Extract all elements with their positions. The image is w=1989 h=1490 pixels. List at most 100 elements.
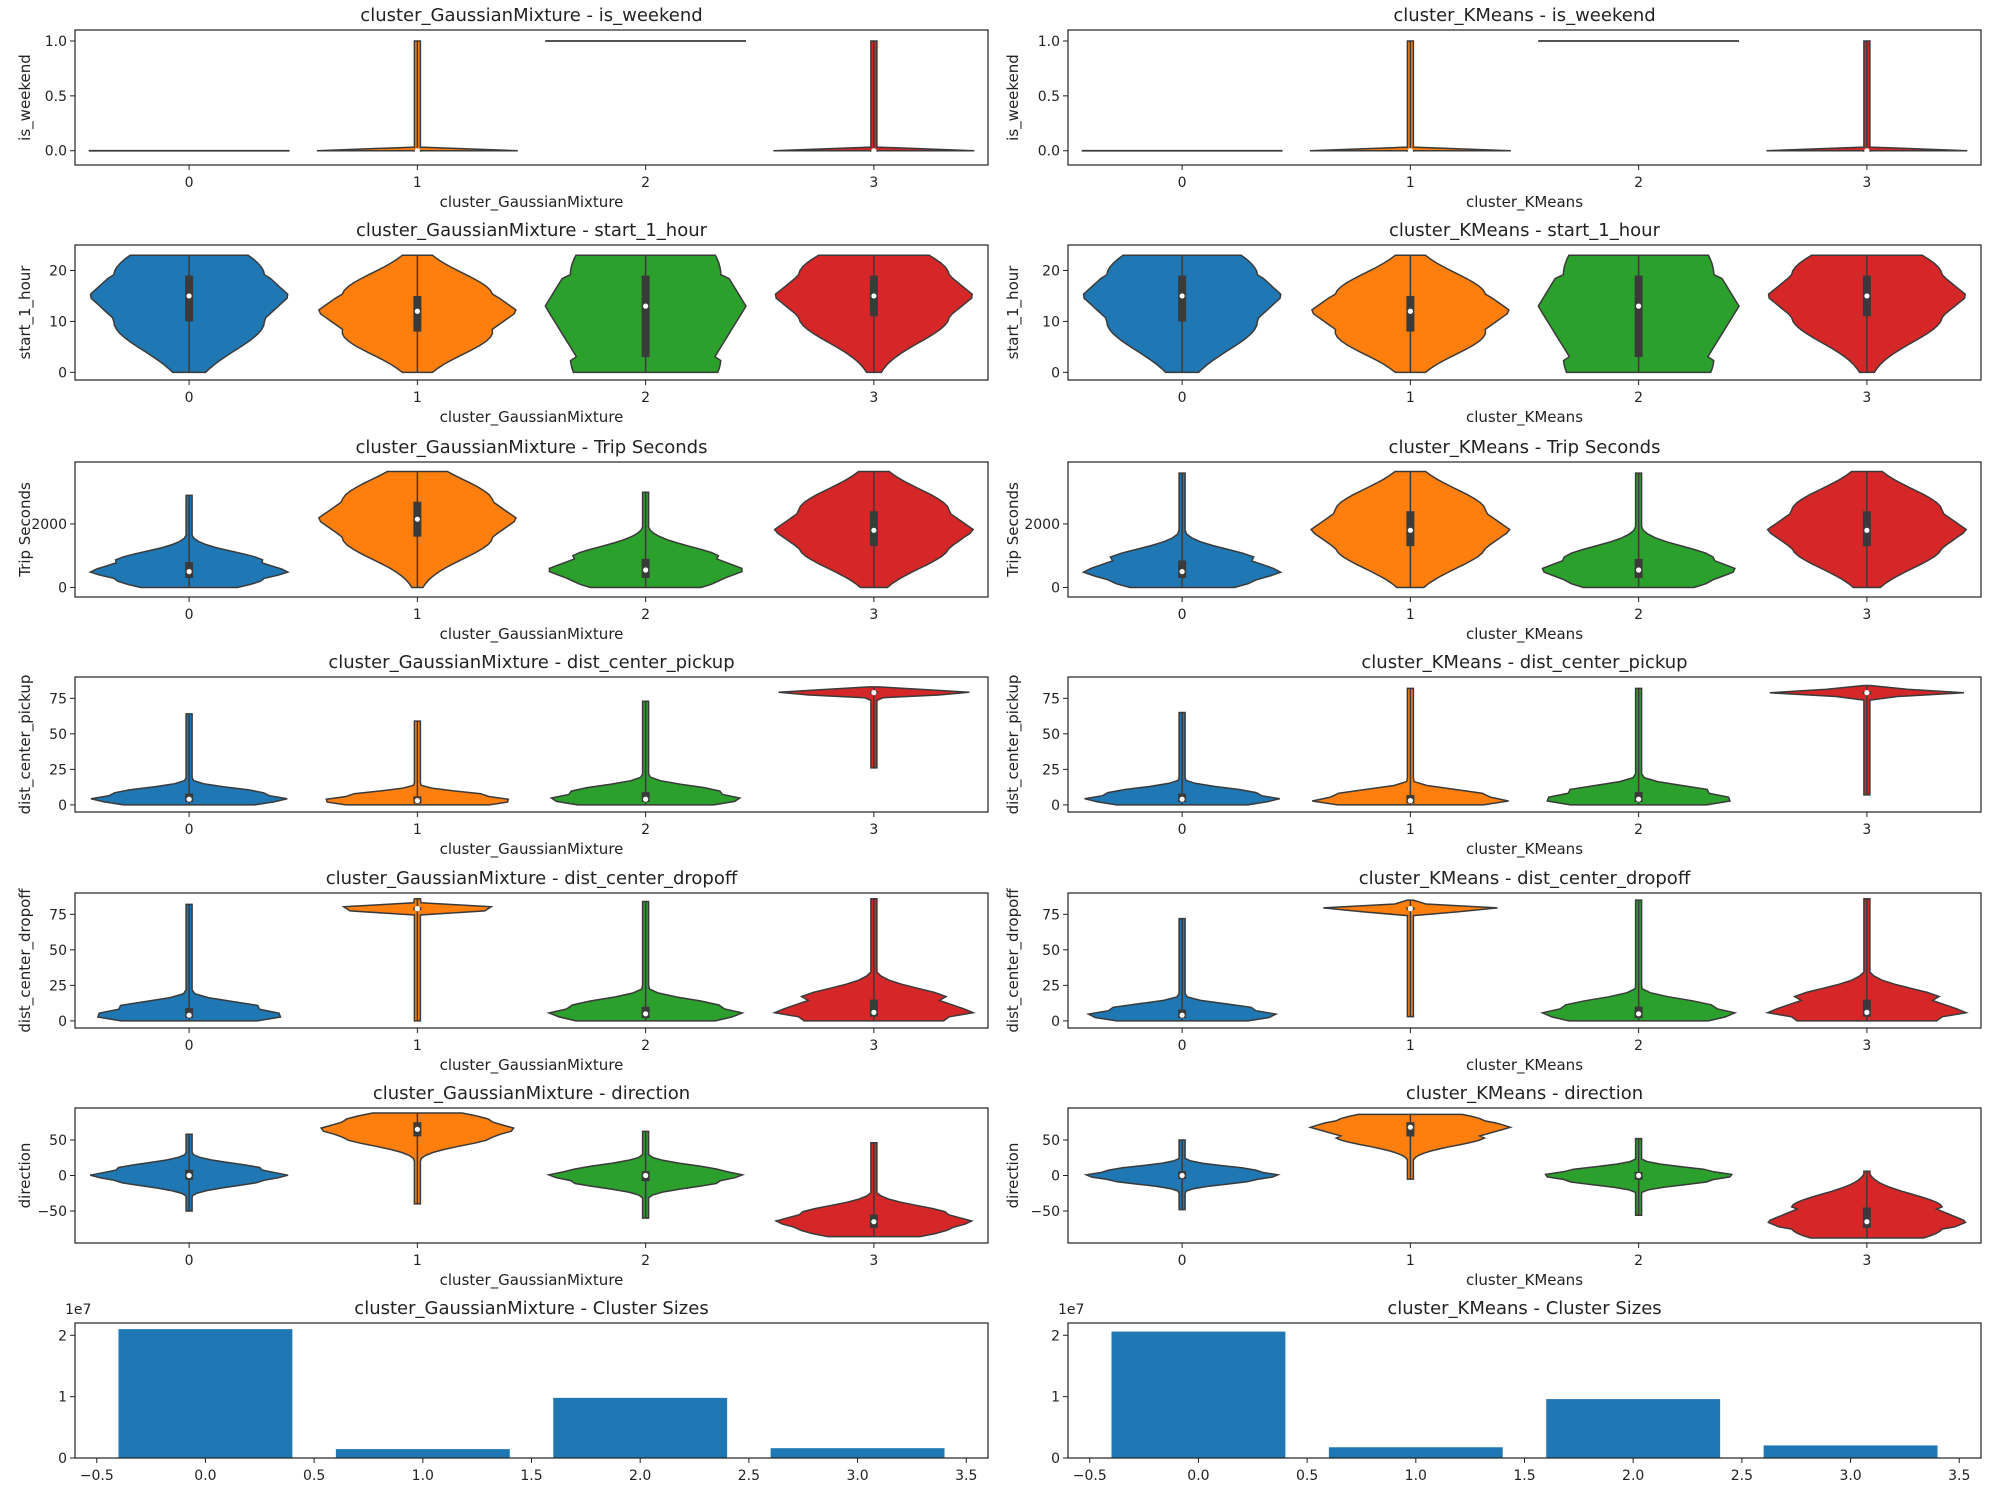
y-tick-label: 0.5 <box>1038 89 1060 105</box>
y-tick-label: 0 <box>1051 1451 1060 1467</box>
violin-median-point <box>1636 303 1642 309</box>
subplot-13: cluster_GaussianMixture - Cluster Sizes 0… <box>58 1298 989 1484</box>
y-tick-label: 75 <box>49 907 67 923</box>
x-axis-label: cluster_GaussianMixture <box>440 193 624 212</box>
y-tick-label: −50 <box>37 1204 67 1220</box>
violin-median-point <box>871 293 877 299</box>
violin-median-point <box>186 1172 192 1179</box>
y-tick-label: 20 <box>1042 263 1060 279</box>
violin-median-point <box>1636 567 1642 573</box>
x-axis-label: cluster_KMeans <box>1466 625 1583 644</box>
x-tick-label: 0 <box>1178 1038 1187 1054</box>
y-tick-label: 50 <box>49 1133 67 1149</box>
y-tick-label: −50 <box>1030 1204 1060 1220</box>
violin-median-point <box>643 303 649 309</box>
y-tick-label: 1 <box>1051 1390 1060 1406</box>
subplot-title: cluster_KMeans - direction <box>1406 1083 1643 1104</box>
x-axis-label: cluster_GaussianMixture <box>440 1056 624 1075</box>
y-tick-label: 75 <box>1042 907 1060 923</box>
subplot-title: cluster_KMeans - dist_center_pickup <box>1361 652 1687 673</box>
x-tick-label: 0 <box>1178 1253 1187 1269</box>
x-tick-label: 3 <box>869 390 878 406</box>
subplot-11: cluster_GaussianMixture - direction −50 0 5… <box>16 1083 989 1290</box>
y-tick-label: 0 <box>58 1169 67 1185</box>
plot-frame <box>74 244 989 381</box>
subplot-10: cluster_KMeans - dist_center_dropoff 0 25 5… <box>1004 868 1982 1075</box>
x-tick-label: 3 <box>869 1253 878 1269</box>
violin-median-point <box>871 690 877 696</box>
x-axis-label: cluster_GaussianMixture <box>440 1271 624 1290</box>
x-tick-label: 3 <box>869 607 878 623</box>
plot-frame <box>1067 1322 1982 1459</box>
x-tick-label: 1 <box>413 1253 422 1269</box>
plot-frame <box>74 892 989 1029</box>
x-tick-label: 1 <box>413 607 422 623</box>
y-tick-label: 2000 <box>1024 517 1060 533</box>
subplot-4: cluster_KMeans - start_1_hour01020start_… <box>1004 220 1982 427</box>
y-tick-label: 75 <box>49 691 67 707</box>
y-axis-label: start_1_hour <box>16 265 35 360</box>
plot-frame <box>74 1322 989 1459</box>
y-tick-label: 0 <box>58 365 67 381</box>
subplot-title: cluster_KMeans - Cluster Sizes <box>1387 1298 1661 1319</box>
x-tick-label: 1 <box>413 175 422 191</box>
y-tick-label: 10 <box>49 314 67 330</box>
y-axis-label: direction <box>16 1143 34 1209</box>
x-tick-label: 2.5 <box>1731 1468 1753 1484</box>
bar-cluster-0 <box>1111 1331 1286 1458</box>
x-axis-label: cluster_KMeans <box>1466 1271 1583 1290</box>
subplot-title: cluster_KMeans - is_weekend <box>1393 5 1655 26</box>
x-tick-label: 1.5 <box>1513 1468 1535 1484</box>
y-axis-label: is_weekend <box>1004 54 1023 141</box>
x-axis-label: cluster_KMeans <box>1466 193 1583 212</box>
y-axis-label: dist_center_dropoff <box>16 888 35 1033</box>
violin-iqr-box <box>1862 999 1871 1017</box>
violin-median-point <box>414 308 420 314</box>
x-tick-label: 3 <box>1862 1253 1871 1269</box>
subplot-1: cluster_GaussianMixture - is_weekend 0.0 0… <box>16 5 989 212</box>
x-tick-label: 2.0 <box>1622 1468 1644 1484</box>
violin-median-point <box>186 293 192 299</box>
subplot-14: cluster_KMeans - Cluster Sizes 0 1 2 −0.5 0.0… <box>1051 1298 1982 1484</box>
violin-median-point <box>1864 148 1870 154</box>
x-tick-label: 1.0 <box>412 1468 434 1484</box>
violin-median-point <box>1864 690 1870 696</box>
y-axis-label: dist_center_pickup <box>16 675 35 815</box>
violin-median-point <box>871 527 877 533</box>
y-tick-label: 0.0 <box>1038 144 1060 160</box>
subplot-title: cluster_KMeans - Trip Seconds <box>1389 437 1661 458</box>
plot-frame <box>1067 676 1982 813</box>
x-tick-label: 3 <box>869 822 878 838</box>
y-tick-label: 0 <box>1051 1014 1060 1030</box>
violin-median-point <box>1407 148 1413 154</box>
violin-median-point <box>1407 527 1413 533</box>
x-tick-label: 1 <box>413 1038 422 1054</box>
y-offset-label: 1e7 <box>65 1302 91 1318</box>
x-tick-label: 3 <box>1862 175 1871 191</box>
bar-cluster-2 <box>553 1397 728 1458</box>
x-tick-label: 1 <box>1406 1253 1415 1269</box>
y-tick-label: 1.0 <box>1038 34 1060 50</box>
violin-median-point <box>1407 906 1413 912</box>
x-tick-label: 0 <box>185 607 194 623</box>
violin-median-point <box>186 568 192 575</box>
plot-frame <box>1067 244 1982 381</box>
x-tick-label: 0.0 <box>1187 1468 1209 1484</box>
bar-cluster-1 <box>1328 1447 1503 1458</box>
y-tick-label: 0 <box>58 580 67 596</box>
subplot-title: cluster_GaussianMixture - dist_center_dr… <box>326 868 738 889</box>
violin-median-point <box>414 148 420 154</box>
x-tick-label: 2 <box>1634 1253 1643 1269</box>
violin-median-point <box>1179 796 1185 802</box>
violin-median-point <box>643 1011 649 1017</box>
x-tick-label: 2 <box>1634 390 1643 406</box>
y-tick-label: 50 <box>49 943 67 959</box>
violin-median-point <box>1179 1012 1185 1018</box>
violin-median-point <box>1636 796 1642 802</box>
plot-frame <box>1067 892 1982 1029</box>
violin-median-point <box>871 1219 877 1225</box>
y-tick-label: 25 <box>1042 978 1060 994</box>
x-tick-label: 3 <box>869 1038 878 1054</box>
x-tick-label: 3 <box>869 175 878 191</box>
x-tick-label: −0.5 <box>1073 1468 1107 1484</box>
